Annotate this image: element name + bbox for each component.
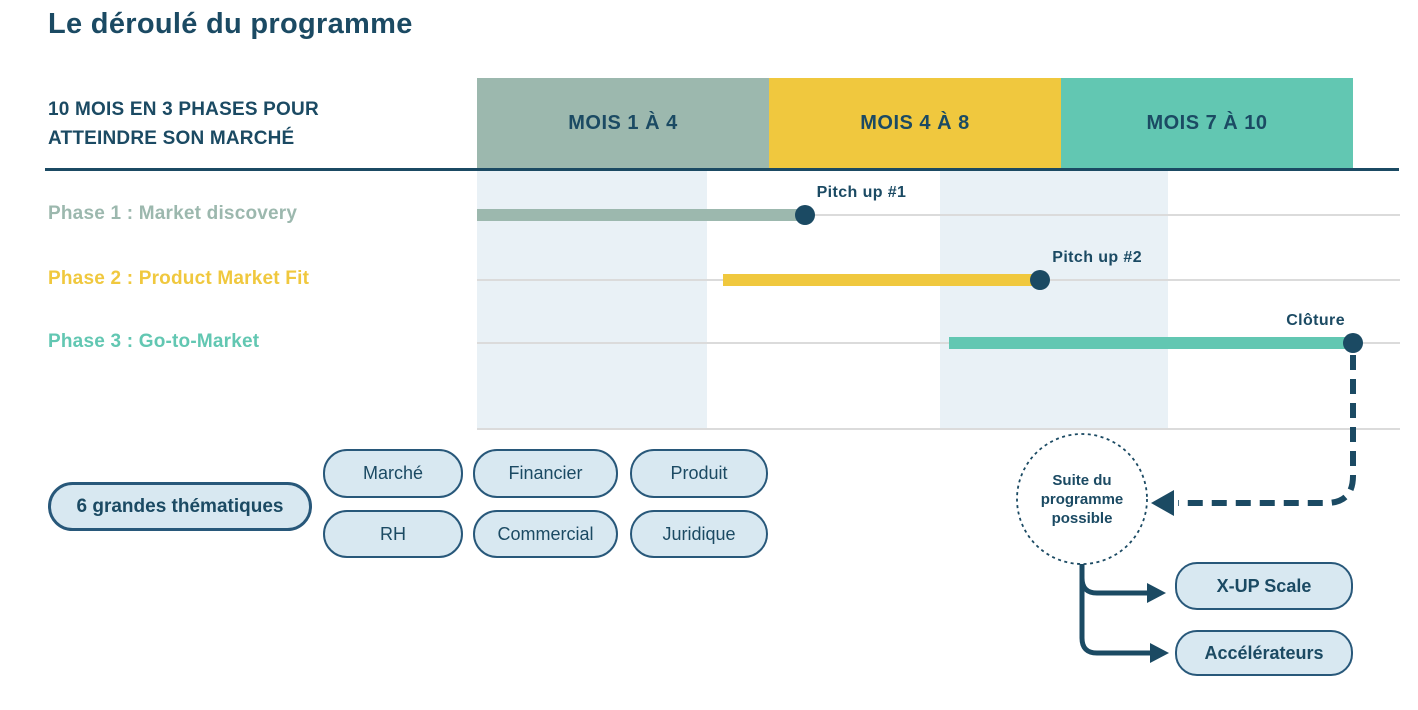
milestone-label-3: Clôture bbox=[1286, 312, 1345, 329]
chart-subtitle: 10 MOIS EN 3 PHASES POUR ATTEINDRE SON M… bbox=[48, 95, 319, 153]
column-header-1: MOIS 1 À 4 bbox=[477, 78, 769, 168]
column-header-2: MOIS 4 À 8 bbox=[769, 78, 1061, 168]
gridline bbox=[477, 428, 1400, 430]
phase-bar-1 bbox=[477, 209, 805, 221]
milestone-dot-3 bbox=[1343, 333, 1363, 353]
milestone-dot-1 bbox=[794, 205, 815, 225]
gridline bbox=[477, 214, 1400, 216]
divider-line bbox=[45, 168, 1399, 171]
themes-intro-label: 6 grandes thématiques bbox=[76, 495, 284, 517]
phase-label-1: Phase 1 : Market discovery bbox=[48, 203, 298, 224]
circle-line-3: possible bbox=[1051, 510, 1113, 527]
page-title: Le déroulé du programme bbox=[48, 8, 413, 40]
subtitle-line-2: ATTEINDRE SON MARCHÉ bbox=[48, 128, 295, 149]
column-header-label: MOIS 1 À 4 bbox=[568, 111, 678, 134]
column-header-label: MOIS 7 À 10 bbox=[1146, 111, 1268, 134]
gridline bbox=[477, 342, 1400, 344]
circle-line-1: Suite du bbox=[1052, 472, 1112, 489]
column-header-label: MOIS 4 À 8 bbox=[860, 111, 970, 134]
column-header-3: MOIS 7 À 10 bbox=[1061, 78, 1353, 168]
themes-intro-pill: 6 grandes thématiques bbox=[48, 482, 312, 531]
followup-circle-label: Suite du programme possible bbox=[1007, 471, 1157, 528]
milestone-label-2: Pitch up #2 bbox=[1052, 249, 1143, 266]
phase-label-3: Phase 3 : Go-to-Market bbox=[48, 331, 260, 352]
phase-label-2: Phase 2 : Product Market Fit bbox=[48, 268, 310, 289]
milestone-dot-2 bbox=[1030, 270, 1051, 290]
milestone-label-1: Pitch up #1 bbox=[816, 184, 907, 201]
phase-bar-2 bbox=[723, 274, 1041, 286]
circle-line-2: programme bbox=[1040, 491, 1124, 508]
subtitle-line-1: 10 MOIS EN 3 PHASES POUR bbox=[48, 99, 319, 120]
phase-bar-3 bbox=[949, 337, 1353, 349]
timeline-shaded-band bbox=[940, 171, 1169, 429]
